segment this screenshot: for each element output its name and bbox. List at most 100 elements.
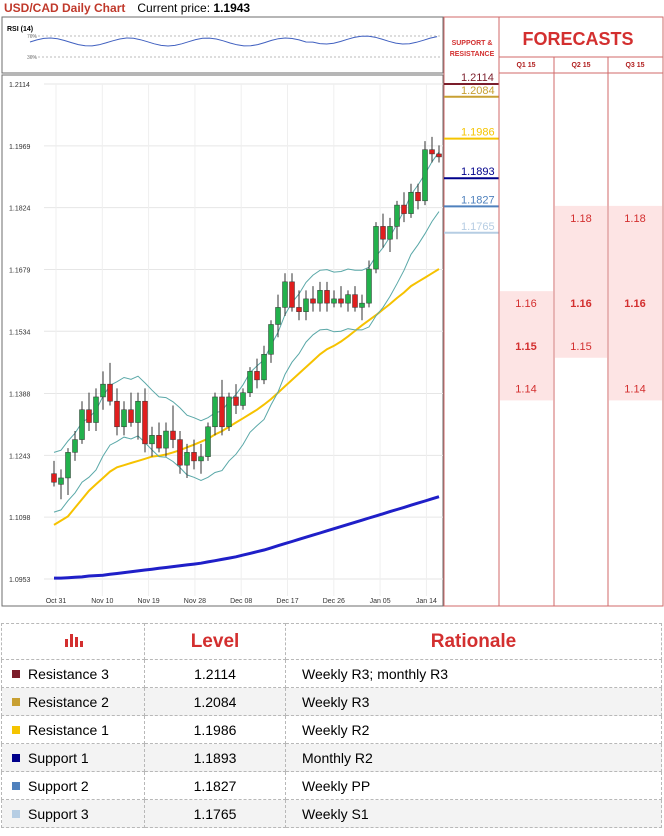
- table-header-level: Level: [144, 623, 286, 660]
- table-row: Resistance 1 1.1986 Weekly R2: [1, 715, 662, 744]
- candle-body: [282, 281, 288, 308]
- candle-body: [324, 290, 330, 304]
- level-value: 1.1827: [144, 771, 286, 800]
- level-name: Support 3: [28, 805, 89, 822]
- candle-body: [261, 354, 267, 381]
- x-tick-label: Oct 31: [46, 598, 67, 605]
- candle-body: [352, 294, 358, 308]
- candle-body: [219, 396, 225, 428]
- level-value: 1.1893: [144, 743, 286, 772]
- candle-body: [240, 392, 246, 406]
- forecast-value: 1.15: [515, 341, 536, 353]
- forecast-col-q3: Q3 15: [625, 62, 644, 69]
- price-value: 1.1943: [213, 1, 251, 15]
- rsi-line: [29, 35, 438, 47]
- level-name: Support 1: [28, 749, 89, 766]
- level-rationale: Weekly R3: [285, 687, 662, 716]
- candle-body: [156, 435, 162, 449]
- bollinger-lower: [53, 211, 440, 513]
- chart-title-text: USD/CAD Daily Chart: [4, 1, 126, 15]
- series-line: [54, 495, 440, 580]
- forecast-value: 1.18: [570, 213, 591, 225]
- forecast-value: 1.16: [515, 298, 536, 310]
- sr-label: 1.1765: [461, 221, 495, 233]
- forecast-value: 1.14: [624, 383, 645, 395]
- price-label: Current price:: [137, 1, 211, 15]
- candle-body: [65, 452, 71, 479]
- candle-body: [387, 226, 393, 240]
- y-tick-label: 1.0953: [9, 577, 31, 584]
- rsi-panel: [1, 16, 444, 74]
- sr-panel: [443, 16, 500, 607]
- candle-body: [191, 452, 197, 462]
- candle-body: [51, 473, 57, 483]
- candle-body: [303, 298, 309, 312]
- x-tick-label: Nov 10: [91, 598, 113, 605]
- candle-body: [72, 439, 78, 453]
- candle-body: [338, 298, 344, 304]
- candle-body: [212, 396, 218, 428]
- x-tick-label: Dec 17: [276, 598, 298, 605]
- level-rationale: Weekly R2: [285, 715, 662, 744]
- sr-header-line1: SUPPORT &: [452, 40, 493, 47]
- level-value: 1.2114: [144, 659, 286, 688]
- candle-body: [254, 371, 260, 381]
- candle-body: [401, 204, 407, 214]
- s3-swatch: [12, 809, 20, 818]
- x-tick-label: Jan 14: [416, 598, 437, 605]
- candle-body: [268, 324, 274, 355]
- candle-body: [226, 396, 232, 428]
- candle-body: [408, 192, 414, 214]
- candle-body: [233, 396, 239, 406]
- level-name: Resistance 3: [28, 665, 109, 682]
- rsi-level-70: 70%: [27, 34, 38, 40]
- candle-body: [331, 298, 337, 304]
- sr-label: 1.1893: [461, 166, 495, 178]
- candle-body: [415, 192, 421, 202]
- chart-title: USD/CAD Daily Chart Current price: 1.1943: [4, 1, 250, 17]
- candle-body: [184, 452, 190, 466]
- x-tick-label: Jan 05: [370, 598, 391, 605]
- forecast-value: 1.14: [515, 383, 536, 395]
- forecast-header: FORECASTS: [522, 29, 633, 49]
- table-row: Resistance 2 1.2084 Weekly R3: [1, 687, 662, 716]
- table-row: Support 3 1.1765 Weekly S1: [1, 799, 662, 828]
- candle-body: [247, 371, 253, 393]
- level-name: Resistance 1: [28, 721, 109, 738]
- r2-swatch: [12, 697, 20, 706]
- level-value: 1.1765: [144, 799, 286, 828]
- forecast-range: [609, 205, 662, 401]
- candle-body: [296, 307, 302, 312]
- candle-body: [310, 298, 316, 304]
- levels-table: Level Rationale Resistance 3 1.2114 Week…: [1, 623, 662, 828]
- candle-body: [163, 430, 169, 449]
- y-tick-label: 1.1388: [9, 392, 31, 399]
- bar-chart-icon: [65, 633, 83, 647]
- level-value: 1.2084: [144, 687, 286, 716]
- forecast-value: 1.18: [624, 213, 645, 225]
- x-tick-label: Dec 26: [323, 598, 345, 605]
- x-tick-label: Nov 19: [138, 598, 160, 605]
- sr-label: 1.1827: [461, 194, 495, 206]
- chart-icon-cell: [1, 623, 145, 660]
- candle-body: [128, 409, 134, 423]
- x-tick-label: Nov 28: [184, 598, 206, 605]
- candle-body: [107, 383, 113, 402]
- candle-body: [429, 149, 435, 155]
- candle-body: [114, 400, 120, 428]
- level-value: 1.1986: [144, 715, 286, 744]
- candle-body: [436, 153, 442, 158]
- y-tick-label: 1.1679: [9, 267, 31, 274]
- level-name: Support 2: [28, 777, 89, 794]
- s2-swatch: [12, 781, 20, 790]
- candle-body: [177, 439, 183, 466]
- sr-label: 1.1986: [461, 127, 495, 139]
- s1-swatch: [12, 753, 20, 762]
- r3-swatch: [12, 669, 20, 678]
- table-header-row: Level Rationale: [1, 623, 662, 660]
- level-rationale: Weekly PP: [285, 771, 662, 800]
- candle-body: [394, 204, 400, 227]
- forecast-range: [500, 291, 553, 401]
- level-rationale: Weekly S1: [285, 799, 662, 828]
